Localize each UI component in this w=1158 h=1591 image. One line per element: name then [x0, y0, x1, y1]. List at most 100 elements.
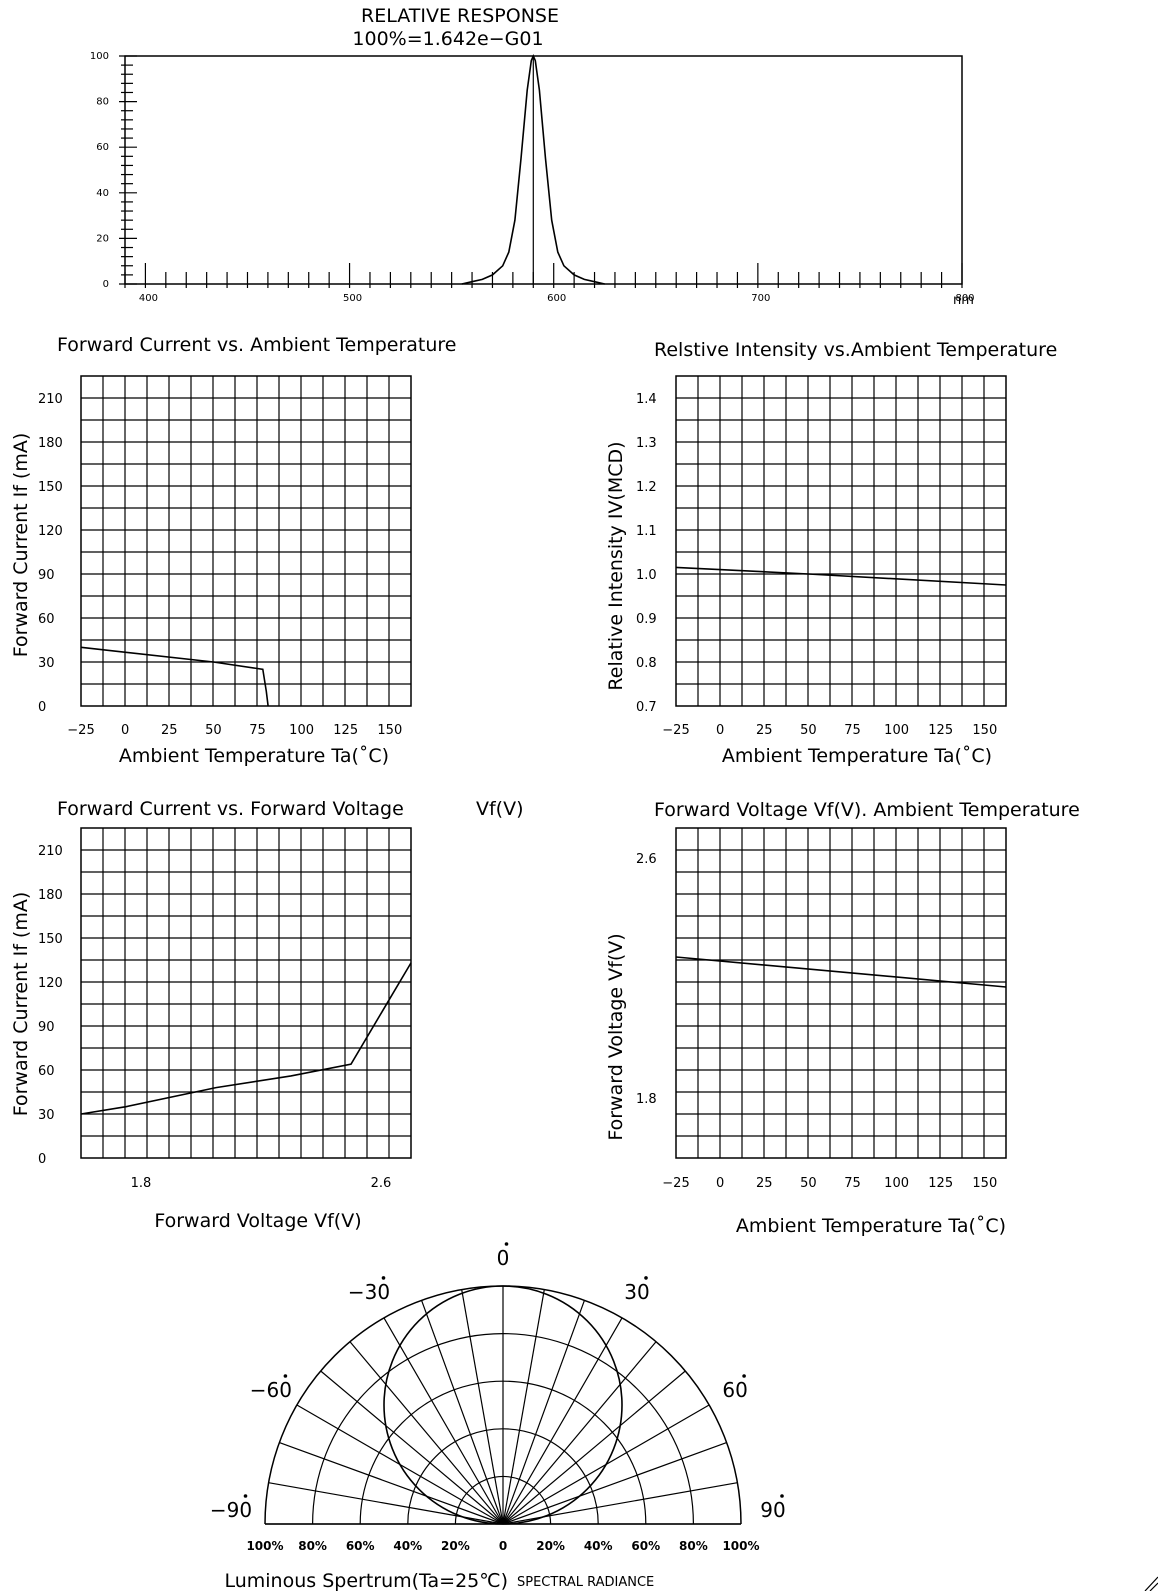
polar-radial-label: 40%: [393, 1539, 422, 1553]
polar-ring: [359, 1380, 647, 1525]
spectrum-plot-frame: [124, 55, 963, 285]
polar-angle-label: −30: [348, 1280, 390, 1304]
y-tick-label: 0.8: [636, 656, 657, 671]
forward-current-vs-temperature-chart: Forward Current vs. Ambient Temperature …: [10, 334, 457, 767]
polar-radiation-pattern: [383, 1285, 623, 1525]
polar-angle-label: 0: [497, 1246, 510, 1270]
c4-title: Forward Voltage Vf(V). Ambient Temperatu…: [654, 799, 1080, 821]
x-tick-label: 100: [289, 723, 314, 738]
g-c4-frame: [675, 827, 1007, 1159]
polar-degree-mark: [504, 1242, 509, 1246]
polar-radial-label: 0: [499, 1539, 507, 1553]
x-tick-label: 150: [377, 723, 402, 738]
y-tick-label: 1.3: [636, 436, 657, 451]
spectrum-x-unit: nm: [953, 293, 974, 308]
polar-angle-label: 60: [722, 1378, 747, 1402]
spectrum-x-tick-label: 500: [343, 293, 362, 304]
y-tick-label: 180: [38, 436, 63, 451]
y-tick-label: 1.1: [636, 524, 657, 539]
polar-degree-mark: [644, 1276, 648, 1280]
polar-radial-line: [502, 1300, 585, 1525]
y-tick-label: 150: [38, 480, 63, 495]
polar-angle-label: −60: [250, 1378, 292, 1402]
c3-ylabel: Forward Current If (mA): [10, 892, 32, 1117]
polar-ring: [454, 1475, 552, 1525]
polar-radial-line: [502, 1341, 657, 1525]
x-tick-label: 0: [121, 723, 129, 738]
x-tick-label: 25: [756, 723, 773, 738]
y-tick-label: 120: [38, 524, 63, 539]
polar-radial-label: 20%: [536, 1539, 565, 1553]
x-tick-label: 100: [884, 723, 909, 738]
polar-radial-label: 20%: [441, 1539, 470, 1553]
y-tick-label: 1.4: [636, 392, 657, 407]
x-tick-label: 50: [800, 723, 817, 738]
c1-ylabel: Forward Current If (mA): [10, 433, 32, 658]
x-tick-label: 25: [756, 1176, 773, 1191]
x-tick-label: 0: [716, 1176, 724, 1191]
polar-radial-label: 80%: [298, 1539, 327, 1553]
c3-title: Forward Current vs. Forward Voltage: [57, 798, 404, 820]
polar-radial-label: 80%: [679, 1539, 708, 1553]
spectrum-y-tick-label: 20: [96, 233, 109, 244]
spectrum-y-tick-label: 40: [96, 188, 109, 199]
x-tick-label: 0: [716, 723, 724, 738]
x-tick-label: 2.6: [371, 1176, 392, 1191]
polar-radial-line: [502, 1317, 623, 1525]
polar-degree-mark: [283, 1374, 288, 1378]
y-tick-label: 60: [38, 1064, 55, 1079]
c3-title-unit: Vf(V): [476, 798, 524, 820]
c2-ylabel: Relative Intensity IV(MCD): [605, 441, 627, 690]
spectrum-y-tick-label: 60: [96, 142, 109, 153]
polar-radial-line: [502, 1442, 727, 1525]
y-tick-label: 150: [38, 932, 63, 947]
polar-degree-mark: [381, 1276, 386, 1280]
x-tick-label: 75: [844, 1176, 861, 1191]
polar-caption: Luminous Spertrum(Ta=25℃): [224, 1570, 508, 1591]
y-tick-label: 0.7: [636, 700, 657, 715]
polar-radial-line: [320, 1370, 504, 1525]
polar-radial-line: [502, 1370, 686, 1525]
y-tick-label: 0: [38, 700, 46, 715]
x-tick-label: 75: [249, 723, 266, 738]
polar-degree-mark: [243, 1494, 248, 1498]
polar-radial-line: [349, 1341, 504, 1525]
spectrum-x-tick-label: 400: [139, 293, 158, 304]
spectrum-y-tick-label: 0: [103, 279, 109, 290]
g-c3-frame: [80, 827, 412, 1159]
forward-current-vs-voltage-chart: Forward Current vs. Forward Voltage Vf(V…: [10, 798, 524, 1232]
polar-radial-line: [461, 1289, 504, 1525]
polar-radial-label: 60%: [346, 1539, 375, 1553]
c4-xlabel: Ambient Temperature Ta(˚C): [736, 1215, 1006, 1237]
spectrum-subtitle: 100%=1.642e−G01: [352, 28, 543, 50]
c1-title: Forward Current vs. Ambient Temperature: [57, 334, 457, 356]
y-tick-label: 210: [38, 844, 63, 859]
spectrum-y-tick-label: 100: [90, 51, 109, 62]
polar-radial-line: [421, 1300, 504, 1525]
polar-caption-small: SPECTRAL RADIANCE: [517, 1575, 654, 1590]
forward-voltage-vs-temperature-chart: Forward Voltage Vf(V). Ambient Temperatu…: [605, 799, 1080, 1237]
x-tick-label: 150: [972, 1176, 997, 1191]
y-tick-label: 1.8: [636, 1092, 657, 1107]
y-tick-label: 0: [38, 1152, 46, 1167]
x-tick-label: 125: [928, 1176, 953, 1191]
polar-radial-label: 40%: [584, 1539, 613, 1553]
x-tick-label: 50: [205, 723, 222, 738]
y-tick-label: 0.9: [636, 612, 657, 627]
y-tick-label: 30: [38, 656, 55, 671]
c2-xlabel: Ambient Temperature Ta(˚C): [722, 745, 992, 767]
data-line: [80, 646, 269, 707]
polar-degree-mark: [780, 1494, 784, 1498]
spectrum-title: RELATIVE RESPONSE: [361, 5, 559, 27]
polar-ring: [407, 1428, 599, 1525]
relative-intensity-vs-temperature-chart: Relstive Intensity vs.Ambient Temperatur…: [605, 339, 1057, 767]
c2-title: Relstive Intensity vs.Ambient Temperatur…: [654, 339, 1057, 361]
polar-angle-label: 90: [760, 1498, 785, 1522]
y-tick-label: 120: [38, 976, 63, 991]
x-tick-label: 50: [800, 1176, 817, 1191]
x-tick-label: −25: [67, 723, 94, 738]
radiation-pattern-polar-chart: Luminous Spertrum(Ta=25℃) SPECTRAL RADIA…: [210, 1242, 786, 1591]
polar-angle-label: 30: [624, 1280, 649, 1304]
c3-xlabel: Forward Voltage Vf(V): [154, 1210, 361, 1232]
spectrum-y-tick-label: 80: [96, 97, 109, 108]
